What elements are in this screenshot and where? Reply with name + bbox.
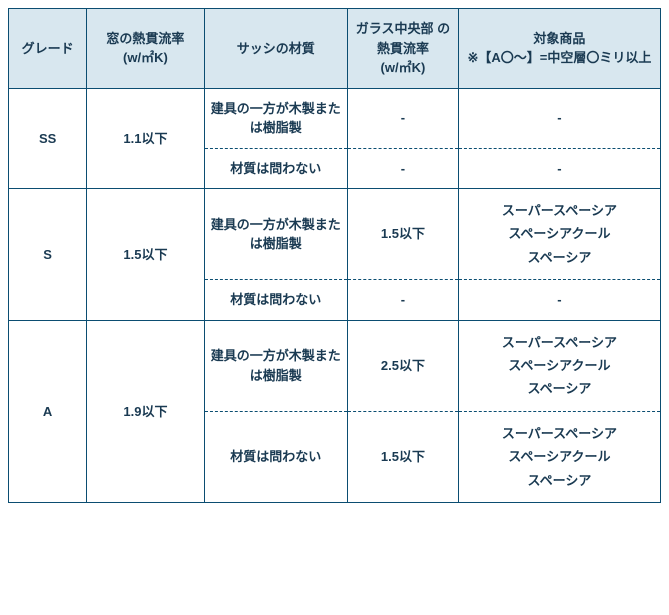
cell-glass-u: 1.5以下 [348,411,459,502]
cell-product: スーパースペーシアスペーシアクールスペーシア [458,189,660,280]
cell-glass-u: 1.5以下 [348,189,459,280]
cell-grade: A [9,320,87,502]
table-row: A 1.9以下 建具の一方が木製または樹脂製 2.5以下 スーパースペーシアスペ… [9,320,661,411]
cell-window-u: 1.1以下 [87,88,204,189]
table-header-row: グレード 窓の熱貫流率(w/㎡K) サッシの材質 ガラス中央部 の熱貫流率(w/… [9,9,661,89]
cell-glass-u: - [348,148,459,189]
cell-sash: 建具の一方が木製または樹脂製 [204,88,347,148]
cell-glass-u: - [348,280,459,321]
cell-grade: SS [9,88,87,189]
cell-product: - [458,280,660,321]
table-row: SS 1.1以下 建具の一方が木製または樹脂製 - - [9,88,661,148]
cell-product: スーパースペーシアスペーシアクールスペーシア [458,411,660,502]
header-product: 対象商品※【A〇〜】=中空層〇ミリ以上 [458,9,660,89]
header-grade: グレード [9,9,87,89]
cell-glass-u: - [348,88,459,148]
cell-product: - [458,88,660,148]
cell-glass-u: 2.5以下 [348,320,459,411]
spec-table: グレード 窓の熱貫流率(w/㎡K) サッシの材質 ガラス中央部 の熱貫流率(w/… [8,8,661,503]
header-sash: サッシの材質 [204,9,347,89]
cell-sash: 材質は問わない [204,280,347,321]
cell-sash: 建具の一方が木製または樹脂製 [204,320,347,411]
cell-sash: 建具の一方が木製または樹脂製 [204,189,347,280]
header-glass-u: ガラス中央部 の熱貫流率(w/㎡K) [348,9,459,89]
cell-sash: 材質は問わない [204,411,347,502]
cell-sash: 材質は問わない [204,148,347,189]
header-window-u: 窓の熱貫流率(w/㎡K) [87,9,204,89]
cell-window-u: 1.9以下 [87,320,204,502]
cell-window-u: 1.5以下 [87,189,204,321]
cell-product: スーパースペーシアスペーシアクールスペーシア [458,320,660,411]
cell-product: - [458,148,660,189]
table-row: S 1.5以下 建具の一方が木製または樹脂製 1.5以下 スーパースペーシアスペ… [9,189,661,280]
cell-grade: S [9,189,87,321]
